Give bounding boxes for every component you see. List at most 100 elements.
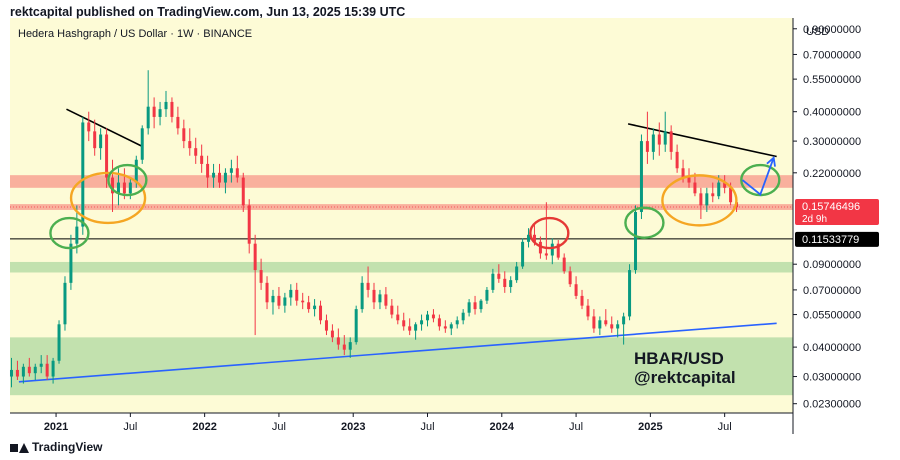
last-price-value: 0.15746496 xyxy=(802,201,860,213)
annotation-circle-1 xyxy=(69,171,147,225)
candle-body-34 xyxy=(212,172,216,178)
level-price-tag xyxy=(795,231,879,247)
candle-body-88 xyxy=(532,234,536,242)
currency-label: USD xyxy=(806,26,829,38)
candle-body-107 xyxy=(645,141,649,152)
candle-body-93 xyxy=(562,257,566,272)
candle-body-106 xyxy=(639,141,643,212)
candle-body-51 xyxy=(313,305,317,310)
candle-body-43 xyxy=(265,282,269,303)
candle-body-80 xyxy=(485,289,489,301)
candle-body-75 xyxy=(455,320,459,325)
zone-1 xyxy=(10,204,793,210)
candle-body-110 xyxy=(663,131,667,145)
candle-body-109 xyxy=(657,134,661,145)
projection-arrow xyxy=(741,155,776,196)
candle-body-84 xyxy=(509,280,513,288)
candle-body-112 xyxy=(675,151,679,169)
annotation-circle-4 xyxy=(624,206,665,239)
candle-body-30 xyxy=(188,141,192,149)
candle-body-0 xyxy=(9,369,13,377)
candle-body-76 xyxy=(461,312,465,321)
y-tick-label-11: 0.02300000 xyxy=(803,399,861,411)
tradingview-logo[interactable]: TradingView xyxy=(10,440,102,454)
y-tick-label-9: 0.04000000 xyxy=(803,342,861,354)
annotation-circle-2 xyxy=(107,163,148,197)
candle-body-63 xyxy=(384,294,388,306)
x-tick-label-3: Jul xyxy=(272,421,286,433)
candle-body-56 xyxy=(342,344,346,350)
candle-body-73 xyxy=(443,326,447,329)
candle-body-44 xyxy=(271,295,275,303)
price-axis[interactable]: 0.90000000 0.70000000 0.55000000 0.40000000… xyxy=(793,24,861,411)
candle-body-117 xyxy=(705,193,709,206)
candle-body-58 xyxy=(354,309,358,343)
level-price-value: 0.11533779 xyxy=(802,234,859,246)
candle-body-97 xyxy=(586,305,590,317)
y-tick-label-0: 0.90000000 xyxy=(803,24,861,36)
time-axis[interactable]: 2021 Jul 2022 Jul 2023 Jul 2024 Jul 2025 Jul xyxy=(44,413,732,433)
candle-body-17 xyxy=(111,177,115,194)
candle-body-33 xyxy=(206,163,210,178)
x-tick-label-1: Jul xyxy=(123,421,137,433)
candle-body-29 xyxy=(182,128,186,142)
x-tick-label-5: Jul xyxy=(420,421,434,433)
candle-body-25 xyxy=(158,109,162,117)
candle-body-62 xyxy=(378,294,382,303)
candle-body-83 xyxy=(503,278,507,288)
candle-body-10 xyxy=(69,243,73,283)
candle-body-9 xyxy=(63,282,67,325)
candle-body-15 xyxy=(99,134,103,149)
candle-body-11 xyxy=(75,226,79,244)
candle-body-7 xyxy=(51,360,55,377)
candle-body-1 xyxy=(15,369,19,377)
candle-body-101 xyxy=(610,324,614,329)
candle-body-66 xyxy=(402,320,406,327)
candle-body-40 xyxy=(247,205,251,244)
candle-body-74 xyxy=(449,324,453,329)
watermark: HBAR/USD@rektcapital xyxy=(634,349,736,387)
x-tick-label-2: 2022 xyxy=(192,421,216,433)
y-tick-label-4: 0.30000000 xyxy=(803,136,861,148)
candle-body-37 xyxy=(229,168,233,173)
watermark-line-0: HBAR/USD xyxy=(634,349,724,368)
candle-body-3 xyxy=(27,366,31,374)
candle-body-6 xyxy=(45,363,49,377)
zone-3 xyxy=(10,337,793,396)
candle-body-32 xyxy=(200,155,204,164)
candle-body-59 xyxy=(360,282,364,310)
candle-body-39 xyxy=(241,177,245,206)
candle-body-24 xyxy=(152,106,156,117)
candle-body-78 xyxy=(473,302,477,310)
candle-body-111 xyxy=(669,131,673,152)
candle-body-23 xyxy=(146,106,150,129)
candle-body-104 xyxy=(628,270,632,317)
candle-body-8 xyxy=(57,324,61,361)
y-tick-label-6: 0.09000000 xyxy=(803,259,861,271)
projection-path xyxy=(741,157,775,196)
candle-body-90 xyxy=(544,253,548,256)
candle-body-115 xyxy=(693,182,697,194)
candle-body-50 xyxy=(307,302,311,310)
candle-body-118 xyxy=(711,193,715,197)
last-price-tag xyxy=(795,199,879,226)
candle-body-53 xyxy=(324,320,328,331)
candle-body-55 xyxy=(336,337,340,345)
candle-body-116 xyxy=(699,193,703,206)
candle-body-28 xyxy=(176,116,180,129)
x-tick-label-4: 2023 xyxy=(341,421,365,433)
candle-body-70 xyxy=(426,314,430,321)
candle-body-105 xyxy=(634,211,638,271)
annotation-circles xyxy=(49,163,781,250)
candle-body-57 xyxy=(348,342,352,350)
candle-body-27 xyxy=(170,101,174,117)
candle-body-69 xyxy=(420,320,424,325)
x-tick-label-6: 2024 xyxy=(490,421,515,433)
annotation-circle-3 xyxy=(529,216,570,250)
candle-body-67 xyxy=(408,326,412,331)
candle-body-61 xyxy=(372,289,376,303)
x-tick-label-8: 2025 xyxy=(638,421,662,433)
candle-body-96 xyxy=(580,295,584,306)
candle-body-4 xyxy=(33,366,37,374)
